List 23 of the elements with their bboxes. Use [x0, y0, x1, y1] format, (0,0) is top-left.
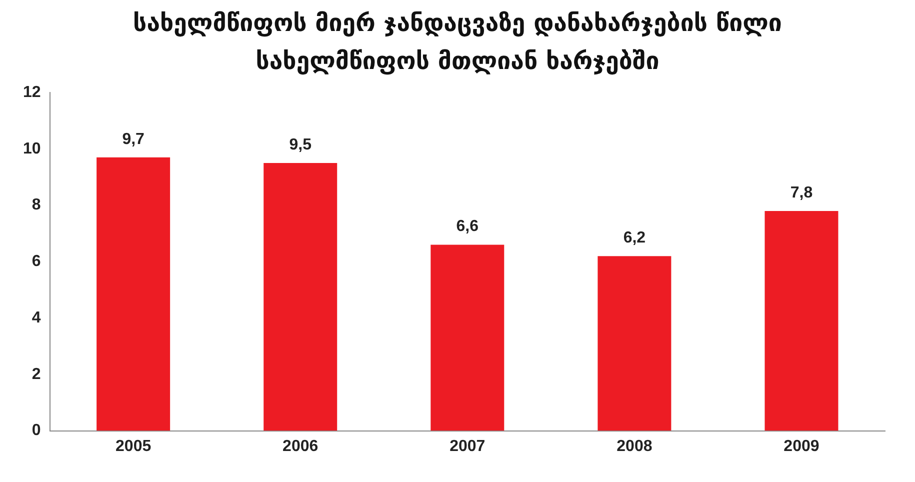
y-tick-label: 2 [32, 366, 41, 383]
x-tick-label: 2006 [282, 438, 318, 455]
y-tick-label: 6 [32, 253, 41, 270]
data-label: 7,8 [790, 184, 813, 202]
y-tick-label: 10 [23, 140, 41, 158]
bar [96, 157, 170, 431]
bar [764, 210, 838, 431]
y-tick-label: 4 [32, 309, 41, 326]
data-label: 9,7 [122, 130, 145, 148]
x-tick-label: 2009 [784, 438, 820, 455]
x-tick-label: 2007 [450, 438, 486, 455]
data-label: 9,5 [289, 136, 312, 154]
bar [264, 163, 338, 431]
y-tick-label: 12 [23, 84, 41, 102]
bar [430, 244, 504, 431]
x-tick-label: 2005 [116, 438, 152, 455]
chart-title: სახელმწიფოს მიერ ჯანდაცვაზე დანახარჯების წილი სახელმწიფოს მთლიან ხარჯებში [132, 8, 783, 77]
y-tick-label: 0 [32, 422, 41, 440]
y-tick-label: 8 [32, 196, 41, 214]
bar [598, 256, 672, 431]
data-label: 6,6 [456, 218, 479, 236]
data-label: 6,2 [623, 229, 646, 246]
x-tick-label: 2008 [616, 438, 652, 455]
